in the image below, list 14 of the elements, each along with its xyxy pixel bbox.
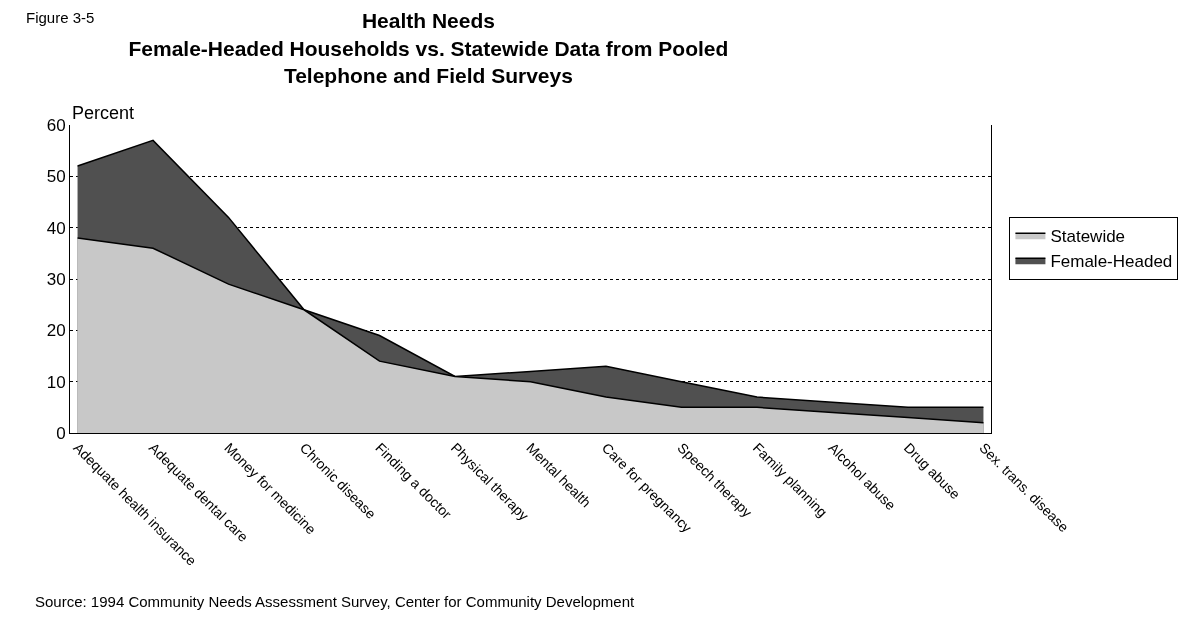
y-tick-label: 60	[46, 115, 66, 135]
y-tick-label: 30	[46, 269, 66, 289]
y-tick-label: 0	[56, 423, 66, 443]
y-tick-label: 50	[46, 167, 66, 187]
source-note: Source: 1994 Community Needs Assessment Survey, Center for Community Development	[35, 593, 635, 610]
caption: Figure 3-5	[26, 9, 95, 26]
legend-label: Female-Headed	[1050, 251, 1173, 271]
y-tick-label: 20	[46, 321, 66, 341]
y-axis-title: Percent	[72, 103, 135, 123]
y-tick-label: 40	[46, 218, 66, 238]
legend-label: Statewide	[1050, 226, 1126, 246]
y-tick-label: 10	[46, 372, 66, 392]
chart-subtitle: Female-Headed Households vs. Statewide Data from Pooled Telephone and Field Surveys	[128, 36, 729, 87]
chart-title: Health Needs	[361, 9, 495, 33]
